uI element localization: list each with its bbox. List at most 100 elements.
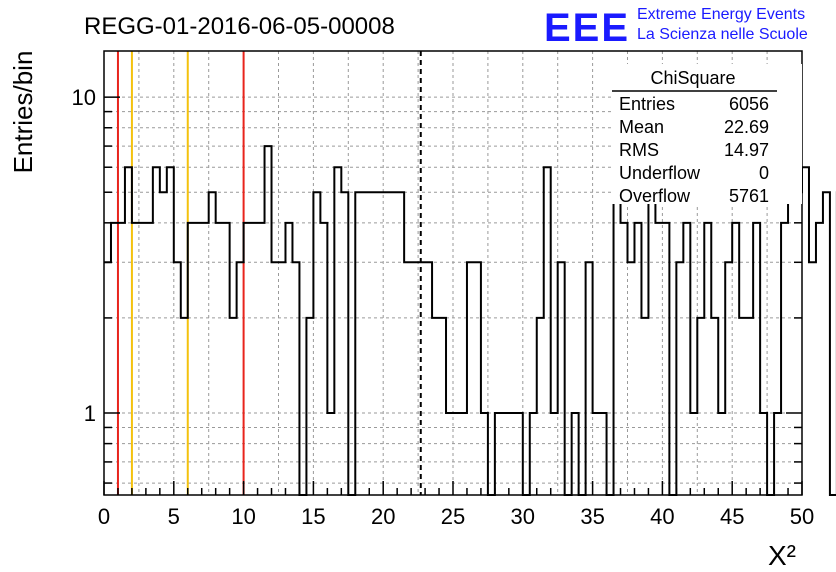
x-axis-title: X² <box>768 540 796 571</box>
stats-value-rms: 14.97 <box>724 140 769 160</box>
stats-label-entries: Entries <box>619 94 675 114</box>
histogram-outline <box>104 145 836 496</box>
histogram-bin <box>279 262 286 495</box>
histogram-bin <box>425 262 432 495</box>
histogram-bin <box>111 223 118 495</box>
histogram-bin <box>467 262 474 495</box>
x-tick-label: 10 <box>231 504 255 529</box>
histogram-bin <box>439 318 446 495</box>
histogram-bin <box>725 262 732 495</box>
histogram-bin <box>272 262 279 495</box>
histogram-bin <box>132 223 139 495</box>
histogram-bin <box>662 223 669 495</box>
histogram-bin <box>362 192 369 495</box>
histogram-bin <box>697 318 704 495</box>
histogram-bin <box>753 223 760 495</box>
histogram-bin <box>404 262 411 495</box>
histogram-bins <box>104 145 836 496</box>
histogram-bin <box>265 146 272 495</box>
histogram-bin <box>139 223 146 495</box>
histogram-bin <box>732 223 739 495</box>
stats-value-underflow: 0 <box>759 163 769 183</box>
histogram-bin <box>334 167 341 495</box>
histogram-bin <box>641 318 648 495</box>
histogram-bin <box>683 223 690 495</box>
org-name-line1: Extreme Energy Events <box>637 6 805 23</box>
histogram-bin <box>237 262 244 495</box>
y-tick-label: 1 <box>84 401 96 426</box>
histogram-bin <box>614 192 621 495</box>
histogram-bin <box>634 223 641 495</box>
histogram-bin <box>292 262 299 495</box>
histogram-bin <box>306 318 313 495</box>
histogram-bin <box>258 223 265 495</box>
histogram-bin <box>383 192 390 495</box>
histogram-bin <box>320 223 327 495</box>
y-axis-title: Entries/bin <box>8 51 38 174</box>
histogram-bin <box>174 262 181 495</box>
histogram-bin <box>188 223 195 495</box>
histogram-bin <box>167 167 174 495</box>
marker-lines <box>116 51 422 495</box>
histogram-bin <box>341 192 348 495</box>
x-tick-label: 0 <box>98 504 110 529</box>
stats-label-underflow: Underflow <box>619 163 701 183</box>
histogram-bin <box>355 192 362 495</box>
histogram-bin <box>621 223 628 495</box>
histogram-bin <box>809 262 816 495</box>
stats-label-rms: RMS <box>619 140 659 160</box>
x-tick-label: 20 <box>371 504 395 529</box>
histogram-bin <box>251 223 258 495</box>
histogram-bin <box>153 167 160 495</box>
histogram-bin <box>739 318 746 495</box>
histogram-bin <box>704 223 711 495</box>
x-tick-label: 40 <box>650 504 674 529</box>
tick-labels: 0 5 10 15 20 25 30 35 40 45 50 1 10 <box>72 85 815 529</box>
x-tick-label: 45 <box>720 504 744 529</box>
histogram-bin <box>202 223 209 495</box>
histogram-bin <box>313 192 320 495</box>
histogram-bin <box>795 192 802 495</box>
run-title: REGG-01-2016-06-05-00008 <box>84 13 395 40</box>
org-name-line2: La Scienza nelle Scuole <box>637 26 808 43</box>
stats-box: ChiSquare Entries 6056 Mean 22.69 RMS 14… <box>612 64 802 206</box>
histogram-bin <box>655 223 662 495</box>
histogram-bin <box>648 192 655 495</box>
histogram-bin <box>160 192 167 495</box>
histogram-bin <box>823 192 830 495</box>
histogram-bin <box>125 167 132 495</box>
stats-box-background <box>612 64 802 204</box>
histogram-bin <box>223 223 230 495</box>
stats-value-mean: 22.69 <box>724 117 769 137</box>
histogram-bin <box>104 262 111 495</box>
histogram-bin <box>474 262 481 495</box>
histogram-bin <box>816 223 823 495</box>
histogram-bin <box>802 167 809 495</box>
x-tick-label: 35 <box>580 504 604 529</box>
histogram-bin <box>781 223 788 495</box>
histogram-bin <box>411 262 418 495</box>
y-tick-label: 10 <box>72 85 96 110</box>
x-tick-label: 30 <box>511 504 535 529</box>
x-tick-label: 25 <box>441 504 465 529</box>
histogram-bin <box>369 192 376 495</box>
stats-title: ChiSquare <box>650 68 735 88</box>
histogram-bin <box>216 223 223 495</box>
x-tick-label: 5 <box>168 504 180 529</box>
stats-label-overflow: Overflow <box>619 186 691 206</box>
histogram-bin <box>244 223 251 495</box>
histogram-bin <box>558 262 565 495</box>
stats-value-entries: 6056 <box>729 94 769 114</box>
histogram-bin <box>146 223 153 495</box>
stats-value-overflow: 5761 <box>729 186 769 206</box>
x-tick-label: 50 <box>790 504 814 529</box>
stats-label-mean: Mean <box>619 117 664 137</box>
histogram-bin <box>537 318 544 495</box>
x-tick-label: 15 <box>301 504 325 529</box>
histogram-bin <box>628 262 635 495</box>
histogram-bin <box>376 192 383 495</box>
histogram-bin <box>397 192 404 495</box>
histogram-bin <box>432 318 439 495</box>
